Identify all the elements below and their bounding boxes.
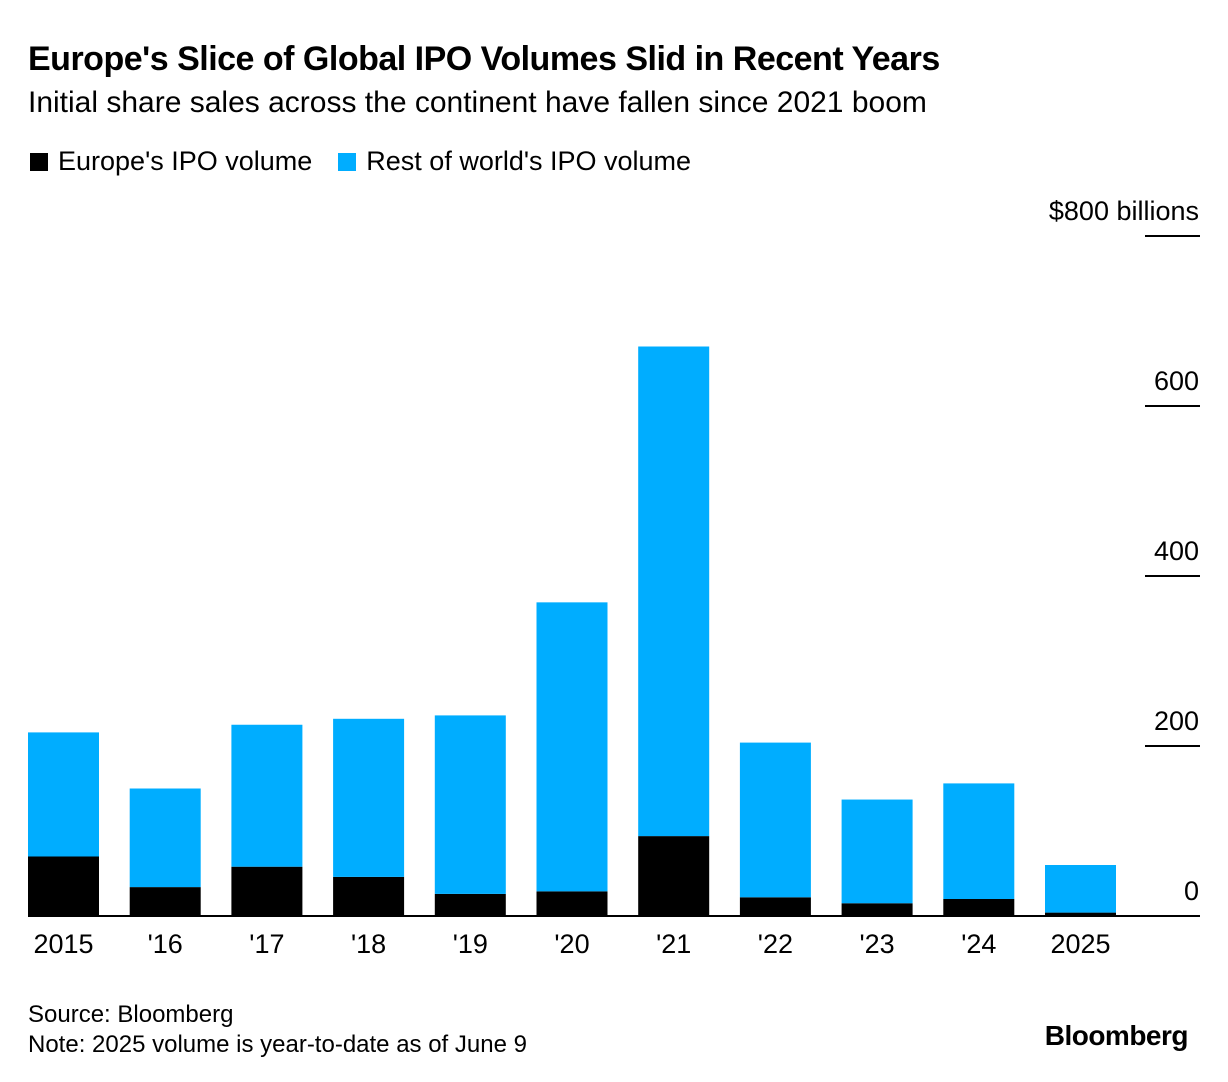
x-tick-label: '23 [860,929,895,959]
legend-item-rest-of-world: Rest of world's IPO volume [338,146,691,177]
legend-swatch-europe [30,152,48,171]
x-tick-label: '20 [554,929,589,959]
x-tick-label: '22 [758,929,793,959]
y-tick-label: 0 [1184,876,1199,906]
bar-rest-of-world [536,602,608,892]
legend: Europe's IPO volume Rest of world's IPO … [30,146,717,177]
bar-rest-of-world [333,718,405,877]
bar-europe [943,899,1015,916]
bar-rest-of-world [638,346,710,837]
x-tick-label: 2025 [1050,929,1110,959]
footer: Source: Bloomberg Note: 2025 volume is y… [28,1000,527,1060]
y-tick-label: $800 billions [1049,196,1199,226]
bar-europe [28,856,99,916]
bar-rest-of-world [129,788,201,888]
bloomberg-logo: Bloomberg [1044,1020,1189,1051]
legend-label-rest-of-world: Rest of world's IPO volume [366,146,692,176]
bar-europe [739,897,811,916]
x-tick-label: '24 [961,929,996,959]
bar-rest-of-world [943,783,1015,899]
chart-subtitle: Initial share sales across the continent… [28,86,927,119]
x-tick-label: '21 [656,929,691,959]
bar-rest-of-world [231,724,303,867]
bar-europe [129,887,201,916]
bar-europe [231,866,303,916]
legend-label-europe: Europe's IPO volume [58,146,313,176]
source-note: Source: Bloomberg [28,1001,234,1028]
bar-europe [434,893,506,916]
bar-rest-of-world [28,732,99,857]
bar-rest-of-world [739,742,811,898]
bar-europe [1045,912,1116,916]
footnote: Note: 2025 volume is year-to-date as of … [28,1031,527,1058]
bar-europe [638,836,710,916]
y-tick-label: 200 [1154,706,1199,736]
y-tick-label: 600 [1154,366,1199,396]
stacked-bar-chart: 0 200 400 600 $800 billions 2015 '16 '17 '18 '19 '… [28,196,1200,959]
x-tick-label: '17 [249,929,284,959]
y-tick-label: 400 [1154,536,1199,566]
bar-rest-of-world [434,715,506,894]
bar-rest-of-world [1045,865,1116,913]
x-tick-label: 2015 [33,929,93,959]
bar-rest-of-world [841,799,913,904]
chart-title: Europe's Slice of Global IPO Volumes Sli… [28,40,940,78]
legend-swatch-rest-of-world [338,152,357,171]
x-tick-label: '16 [148,929,183,959]
legend-item-europe: Europe's IPO volume [30,146,312,177]
bar-europe [333,876,405,916]
x-tick-label: '19 [453,929,488,959]
x-tick-label: '18 [351,929,386,959]
bar-europe [841,903,913,916]
bar-europe [536,891,608,916]
